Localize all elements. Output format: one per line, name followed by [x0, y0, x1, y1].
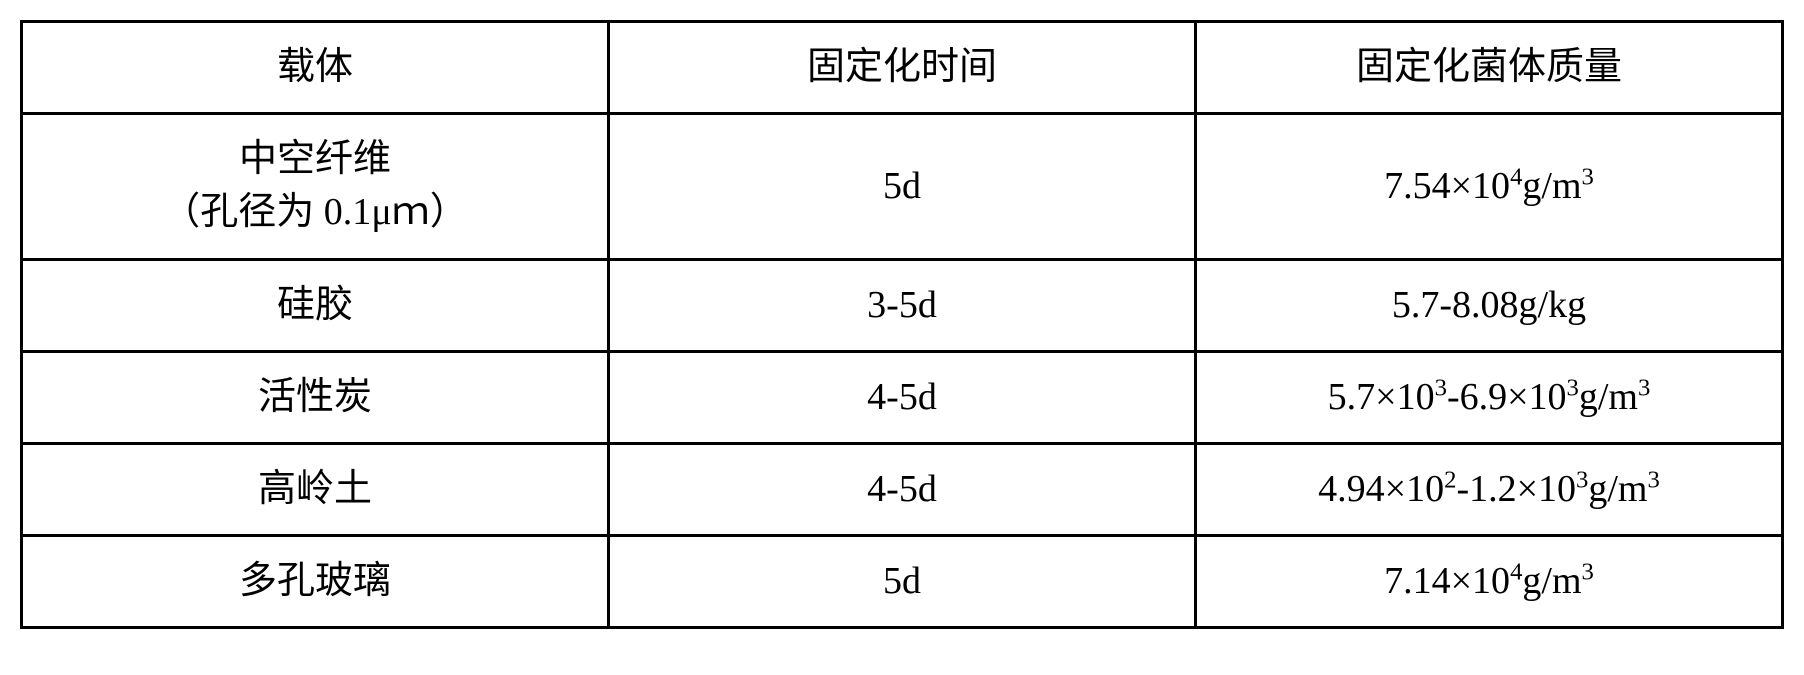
cell-mass: 5.7×103-6.9×103g/m3	[1196, 351, 1783, 443]
cell-carrier: 活性炭	[22, 351, 609, 443]
data-table: 载体 固定化时间 固定化菌体质量 中空纤维 （孔径为 0.1μｍ） 5d 7.5…	[20, 20, 1784, 629]
table-row: 活性炭 4-5d 5.7×103-6.9×103g/m3	[22, 351, 1783, 443]
cell-mass: 5.7-8.08g/kg	[1196, 259, 1783, 351]
cell-carrier: 高岭土	[22, 443, 609, 535]
table-row: 多孔玻璃 5d 7.14×104g/m3	[22, 536, 1783, 628]
table-row: 高岭土 4-5d 4.94×102-1.2×103g/m3	[22, 443, 1783, 535]
table-row: 硅胶 3-5d 5.7-8.08g/kg	[22, 259, 1783, 351]
carrier-sub: （孔径为 0.1μｍ）	[162, 191, 467, 233]
cell-carrier: 硅胶	[22, 259, 609, 351]
cell-time: 4-5d	[609, 351, 1196, 443]
table-row: 中空纤维 （孔径为 0.1μｍ） 5d 7.54×104g/m3	[22, 114, 1783, 259]
header-label: 固定化菌体质量	[1356, 46, 1622, 88]
cell-carrier: 中空纤维 （孔径为 0.1μｍ）	[22, 114, 609, 259]
cell-mass: 7.54×104g/m3	[1196, 114, 1783, 259]
cell-mass: 4.94×102-1.2×103g/m3	[1196, 443, 1783, 535]
header-label: 固定化时间	[807, 46, 997, 88]
col-header-carrier: 载体	[22, 22, 609, 114]
cell-carrier: 多孔玻璃	[22, 536, 609, 628]
col-header-time: 固定化时间	[609, 22, 1196, 114]
carrier-main: 中空纤维	[239, 138, 391, 180]
cell-mass: 7.14×104g/m3	[1196, 536, 1783, 628]
cell-time: 5d	[609, 536, 1196, 628]
cell-time: 5d	[609, 114, 1196, 259]
col-header-mass: 固定化菌体质量	[1196, 22, 1783, 114]
cell-time: 4-5d	[609, 443, 1196, 535]
header-label: 载体	[277, 46, 353, 88]
cell-time: 3-5d	[609, 259, 1196, 351]
table-header-row: 载体 固定化时间 固定化菌体质量	[22, 22, 1783, 114]
